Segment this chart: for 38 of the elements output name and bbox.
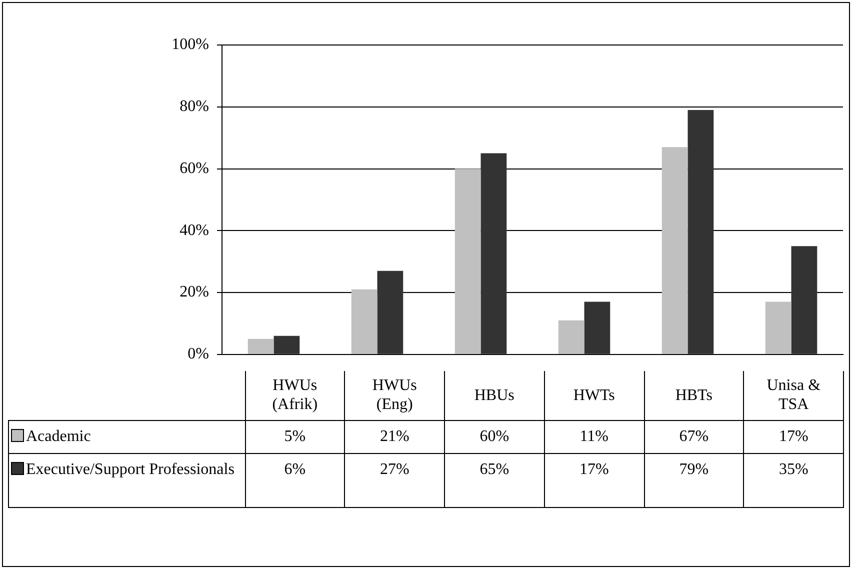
x-tick-label: Unisa & TSA xyxy=(744,371,844,420)
y-tick-label: 40% xyxy=(180,222,209,239)
bar xyxy=(454,168,481,354)
bar xyxy=(377,270,404,354)
bar xyxy=(662,147,688,354)
x-tick-label: HWUs (Afrik) xyxy=(245,371,345,420)
data-label: 17% xyxy=(744,420,844,453)
data-label: 17% xyxy=(544,453,644,507)
x-tick-label: HBTs xyxy=(644,371,744,420)
bar xyxy=(584,302,610,354)
data-label: 21% xyxy=(344,420,444,453)
x-tick-label: HWUs (Eng) xyxy=(344,371,444,420)
data-label: 27% xyxy=(344,453,444,507)
bar xyxy=(765,302,792,354)
y-tick-label: 0% xyxy=(188,346,209,363)
legend-label: Academic xyxy=(26,428,91,444)
data-label: 6% xyxy=(245,453,345,507)
data-label: 79% xyxy=(644,453,744,507)
bar xyxy=(688,110,714,354)
bar xyxy=(274,336,300,354)
data-label: 5% xyxy=(245,420,345,453)
x-tick-label: HWTs xyxy=(544,371,644,420)
data-label: 60% xyxy=(444,420,544,453)
data-label: 67% xyxy=(644,420,744,453)
y-tick-label: 60% xyxy=(180,160,209,177)
bar xyxy=(791,246,818,354)
legend-label: Executive/Support Professionals xyxy=(26,460,234,478)
bar xyxy=(480,153,507,354)
x-tick-label: HBUs xyxy=(444,371,544,420)
bar xyxy=(351,289,378,354)
y-tick-label: 20% xyxy=(180,284,209,301)
bar xyxy=(248,338,274,354)
y-tick-label: 100% xyxy=(172,36,209,54)
data-label: 65% xyxy=(444,453,544,507)
bar xyxy=(558,320,584,354)
y-tick-label: 80% xyxy=(180,98,209,116)
data-label: 35% xyxy=(744,453,844,507)
data-label: 11% xyxy=(544,420,644,453)
